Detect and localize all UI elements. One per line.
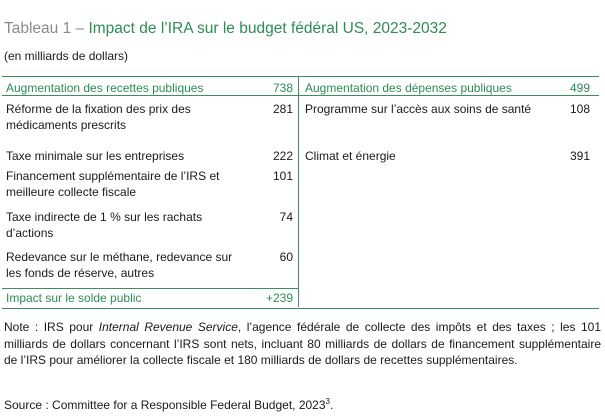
left-footer-value: +239 [265, 291, 293, 305]
footer-divider [2, 288, 298, 289]
header-divider [2, 95, 599, 96]
table-number: Tableau 1 – [4, 20, 89, 37]
right-header-value: 499 [569, 81, 590, 95]
table-source: Source : Committee for a Responsible Fed… [4, 397, 334, 413]
table-unit-note: (en milliards de dollars) [4, 49, 129, 63]
left-header-value: 738 [272, 81, 293, 95]
table-title-text: Impact de l’IRA sur le budget fédéral US… [88, 20, 447, 37]
source-footnote: 3 [325, 397, 330, 406]
left-header-label: Augmentation des recettes publiques [6, 81, 204, 95]
table-title: Tableau 1 – Impact de l’IRA sur le budge… [4, 19, 447, 39]
left-row-value: 60 [279, 250, 293, 264]
right-row-value: 108 [569, 102, 590, 116]
left-row-value: 101 [272, 169, 293, 183]
left-row-label: Taxe indirecte de 1 % sur les rachats d’… [6, 210, 203, 240]
right-row-label: Climat et énergie [305, 149, 396, 163]
right-row-label: Programme sur l’accès aux soins de santé [305, 102, 532, 116]
column-divider [298, 77, 299, 307]
left-row-label: Financement supplémentaire de l’IRS et m… [6, 169, 220, 199]
right-header-label: Augmentation des dépenses publiques [305, 81, 512, 95]
left-row-label: Taxe minimale sur les entreprises [6, 149, 185, 163]
left-row-value: 281 [272, 102, 293, 116]
right-row-value: 391 [569, 149, 590, 163]
left-row-value: 222 [272, 149, 293, 163]
note-italic: Internal Revenue Service [98, 320, 238, 334]
table-note: Note : IRS pour Internal Revenue Service… [4, 320, 601, 367]
left-row-value: 74 [279, 210, 293, 224]
left-row-label: Redevance sur le méthane, redevance sur … [6, 250, 233, 280]
left-footer-label: Impact sur le solde public [6, 291, 142, 305]
budget-table [2, 76, 599, 309]
left-row-label: Réforme de la fixation des prix des médi… [6, 102, 191, 132]
